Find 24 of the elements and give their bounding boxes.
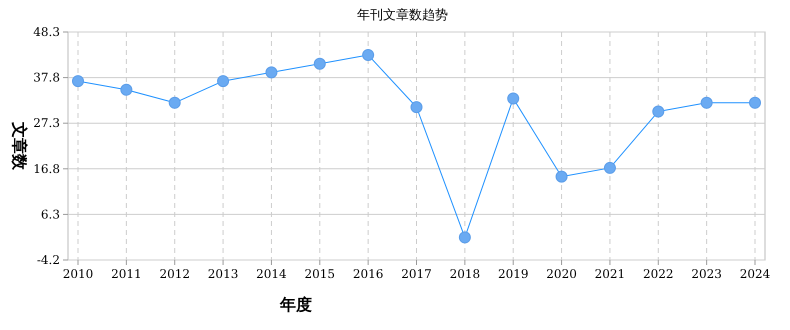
x-tick-label: 2017 xyxy=(401,267,432,281)
y-tick-label: 6.3 xyxy=(40,207,60,222)
x-tick-label: 2021 xyxy=(594,267,626,281)
y-axis-title: 文章数 xyxy=(10,121,29,171)
x-tick-label: 2012 xyxy=(159,267,190,281)
y-tick-label: 37.8 xyxy=(33,70,60,85)
x-tick-label: 2018 xyxy=(450,267,480,281)
x-tick-label: 2023 xyxy=(691,267,722,281)
x-axis-title: 年度 xyxy=(279,295,312,314)
x-tick-label: 2024 xyxy=(740,267,771,281)
chart-title: 年刊文章数趋势 xyxy=(357,8,448,23)
y-tick-label: 16.8 xyxy=(33,162,60,176)
x-tick-label: 2013 xyxy=(208,267,238,281)
x-tick-label: 2014 xyxy=(256,267,288,281)
y-tick-label: 27.3 xyxy=(33,116,60,130)
y-tick-label: 48.3 xyxy=(33,25,60,39)
x-tick-label: 2020 xyxy=(546,267,577,281)
x-tick-label: 2019 xyxy=(498,267,528,281)
x-tick-label: 2011 xyxy=(111,267,142,281)
x-tick-label: 2010 xyxy=(62,267,94,281)
x-tick-label: 2016 xyxy=(352,267,384,281)
y-tick-label: -4.2 xyxy=(36,253,60,267)
x-tick-label: 2022 xyxy=(643,267,674,281)
x-tick-label: 2015 xyxy=(304,267,336,281)
